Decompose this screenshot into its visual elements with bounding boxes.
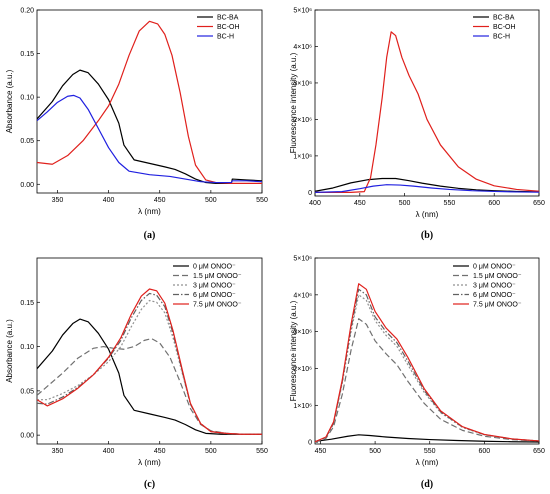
chart-b: 400 450 500 550 600 650 0 1×10⁶ 2×10⁶ 3×10⁶ 4×10⁶ 5… <box>289 8 545 242</box>
legend-entry: BC-H <box>217 34 234 41</box>
x-tick-label: 500 <box>399 200 411 207</box>
x-tick-label: 350 <box>52 448 64 455</box>
legend: BC-BA BC-OH BC-H <box>473 15 516 41</box>
legend-entry: 1.5 μM ONOO⁻ <box>473 273 522 280</box>
x-tick-label: 600 <box>479 448 491 455</box>
series-line <box>37 318 262 435</box>
x-tick-label: 650 <box>533 448 545 455</box>
plot-frame <box>36 257 263 445</box>
y-tick-label: 5×10⁶ <box>293 8 312 15</box>
plot-frame <box>314 9 540 197</box>
series-line <box>315 318 539 443</box>
y-axis-label: Absorbance (a.u.) <box>5 319 14 383</box>
legend-entry: 6 μM ONOO⁻ <box>473 292 516 299</box>
series-line <box>37 20 262 185</box>
y-axis-label: Absorbance (a.u.) <box>5 69 14 133</box>
x-tick-label: 500 <box>205 197 217 204</box>
y-tick-label: 0.05 <box>20 138 34 145</box>
x-tick-label: 450 <box>315 448 327 455</box>
x-tick-label: 450 <box>154 448 166 455</box>
y-tick-label: 4×10⁶ <box>293 44 312 51</box>
y-tick-label: 0 <box>308 190 312 197</box>
series-line <box>315 31 539 193</box>
y-tick-label: 2×10⁶ <box>293 366 312 373</box>
legend-entry: BC-OH <box>493 24 516 31</box>
y-tick-label: 0.00 <box>20 182 34 189</box>
plot-frame <box>314 257 540 445</box>
x-tick-label: 450 <box>354 200 366 207</box>
legend-entry: BC-OH <box>217 24 240 31</box>
legend-entry: BC-BA <box>217 15 239 22</box>
y-tick-label: 0.05 <box>20 388 34 395</box>
legend-entry: 7.5 μM ONOO⁻ <box>193 302 242 309</box>
y-tick-label: 0.15 <box>20 51 34 58</box>
series-line <box>37 94 262 184</box>
y-axis-label: Fluorescence intensity (a.u.) <box>289 300 298 401</box>
legend-entry: 3 μM ONOO⁻ <box>193 283 236 290</box>
x-tick-label: 500 <box>369 448 381 455</box>
x-tick-label: 550 <box>444 200 456 207</box>
series-line <box>315 288 539 443</box>
x-tick-label: 450 <box>154 197 166 204</box>
legend-entry: 7.5 μM ONOO⁻ <box>473 302 522 309</box>
panel-caption: (a) <box>144 230 156 241</box>
y-tick-label: 3×10⁶ <box>293 329 312 336</box>
x-tick-label: 400 <box>103 448 115 455</box>
y-tick-label: 1×10⁶ <box>293 403 312 410</box>
y-axis-label: Fluorescence intensity (a.u.) <box>289 52 298 153</box>
x-axis-label: λ (nm) <box>138 207 161 216</box>
y-tick-label: 2×10⁶ <box>293 117 312 124</box>
x-axis-label: λ (nm) <box>138 458 161 467</box>
y-tick-label: 1×10⁶ <box>293 153 312 160</box>
y-tick-label: 0.10 <box>20 95 34 102</box>
series-line <box>315 294 539 443</box>
legend-entry: 0 μM ONOO⁻ <box>473 264 516 271</box>
x-tick-label: 350 <box>52 197 64 204</box>
y-tick-label: 4×10⁶ <box>293 292 312 299</box>
x-tick-label: 400 <box>103 197 115 204</box>
plot-frame <box>36 9 263 194</box>
series-line <box>315 177 539 193</box>
chart-a: 350 400 450 500 550 0.00 0.05 0.10 0.15 0.20 λ (nm… <box>5 8 268 242</box>
series-line <box>315 283 539 443</box>
series-line <box>37 69 262 185</box>
series-line <box>315 184 539 193</box>
x-tick-label: 550 <box>256 448 268 455</box>
x-axis-label: λ (nm) <box>416 458 439 467</box>
series-line <box>37 288 262 435</box>
y-tick-label: 3×10⁶ <box>293 80 312 87</box>
panel-caption: (c) <box>144 479 155 490</box>
y-tick-label: 0 <box>308 440 312 447</box>
x-tick-label: 550 <box>256 197 268 204</box>
series-line <box>37 338 262 435</box>
x-tick-label: 550 <box>424 448 436 455</box>
legend-entry: 3 μM ONOO⁻ <box>473 283 516 290</box>
x-tick-label: 650 <box>533 200 545 207</box>
legend: 0 μM ONOO⁻ 1.5 μM ONOO⁻ 3 μM ONOO⁻ 6 μM ONO… <box>453 264 522 309</box>
chart-c: 350 400 450 500 550 0.00 0.05 0.10 0.15 λ (nm) Abs… <box>5 257 268 490</box>
y-tick-label: 5×10⁶ <box>293 256 312 263</box>
legend-entry: 0 μM ONOO⁻ <box>193 264 236 271</box>
legend-entry: BC-H <box>493 34 510 41</box>
panel-caption: (d) <box>421 479 433 490</box>
y-tick-label: 0.00 <box>20 433 34 440</box>
legend: BC-BA BC-OH BC-H <box>197 15 240 41</box>
x-tick-label: 400 <box>309 200 321 207</box>
y-tick-label: 0.10 <box>20 344 34 351</box>
y-tick-label: 0.15 <box>20 300 34 307</box>
series-line <box>37 292 262 435</box>
chart-d: 450 500 550 600 650 0 1×10⁶ 2×10⁶ 3×10⁶ 4×10⁶ 5×10… <box>289 256 545 491</box>
legend-entry: BC-BA <box>493 15 515 22</box>
legend-entry: 6 μM ONOO⁻ <box>193 292 236 299</box>
x-tick-label: 600 <box>488 200 500 207</box>
x-tick-label: 500 <box>205 448 217 455</box>
y-tick-label: 0.20 <box>20 8 34 15</box>
series-line <box>315 434 539 443</box>
legend-entry: 1.5 μM ONOO⁻ <box>193 273 242 280</box>
x-axis-label: λ (nm) <box>416 210 439 219</box>
legend: 0 μM ONOO⁻ 1.5 μM ONOO⁻ 3 μM ONOO⁻ 6 μM ONO… <box>173 264 242 309</box>
panel-caption: (b) <box>421 230 433 241</box>
